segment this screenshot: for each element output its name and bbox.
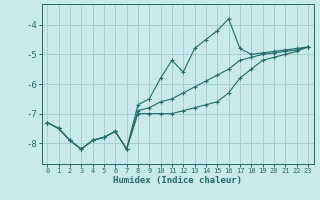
X-axis label: Humidex (Indice chaleur): Humidex (Indice chaleur) <box>113 176 242 185</box>
